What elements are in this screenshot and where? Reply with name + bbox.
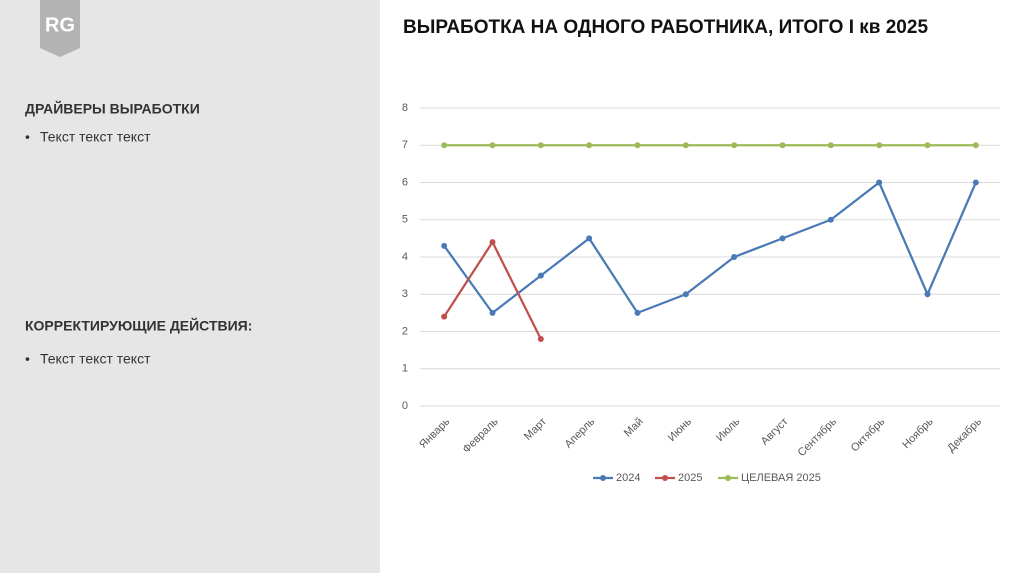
data-point [489, 309, 496, 316]
y-tick-label: 7 [402, 139, 408, 151]
y-tick-label: 4 [402, 251, 408, 263]
data-point [441, 142, 448, 149]
data-point [489, 142, 496, 149]
data-point [972, 179, 979, 186]
y-tick-label: 8 [402, 102, 408, 114]
data-point [779, 235, 786, 242]
bullet-dot: • [25, 351, 30, 367]
data-point [586, 235, 593, 242]
data-point [537, 272, 544, 279]
bullet-dot: • [25, 129, 30, 145]
data-point [827, 216, 834, 223]
data-point [537, 335, 544, 342]
data-point [924, 142, 931, 149]
chart-title: ВЫРАБОТКА НА ОДНОГО РАБОТНИКА, ИТОГО I к… [403, 17, 928, 38]
data-point [682, 142, 689, 149]
data-point [972, 142, 979, 149]
data-point [682, 291, 689, 298]
data-point [876, 179, 883, 186]
legend-marker [662, 475, 668, 481]
data-point [586, 142, 593, 149]
y-tick-label: 0 [402, 400, 408, 412]
section-heading: КОРРЕКТИРУЮЩИЕ ДЕЙСТВИЯ: [25, 317, 252, 334]
y-tick-label: 1 [402, 363, 408, 375]
legend-marker [600, 475, 606, 481]
data-point [634, 309, 641, 316]
logo-shield [40, 0, 80, 57]
logo: RG [45, 14, 75, 36]
y-tick-label: 3 [402, 288, 408, 300]
data-point [441, 242, 448, 249]
y-tick-label: 5 [402, 214, 408, 226]
data-point [827, 142, 834, 149]
data-point [779, 142, 786, 149]
y-tick-label: 6 [402, 176, 408, 188]
legend-label: 2024 [616, 472, 640, 484]
legend-label: 2025 [678, 472, 702, 484]
data-point [537, 142, 544, 149]
data-point [731, 142, 738, 149]
data-point [634, 142, 641, 149]
y-tick-label: 2 [402, 325, 408, 337]
series-line [443, 181, 977, 314]
section-heading: ДРАЙВЕРЫ ВЫРАБОТКИ [25, 100, 200, 117]
legend-marker [725, 475, 731, 481]
bullet-text: Текст текст текст [40, 129, 151, 145]
data-point [924, 291, 931, 298]
bullet-text: Текст текст текст [40, 351, 151, 367]
data-point [876, 142, 883, 149]
sidebar [0, 0, 380, 573]
data-point [731, 254, 738, 260]
data-point [489, 239, 496, 246]
legend-label: ЦЕЛЕВАЯ 2025 [741, 472, 821, 484]
data-point [441, 313, 448, 320]
